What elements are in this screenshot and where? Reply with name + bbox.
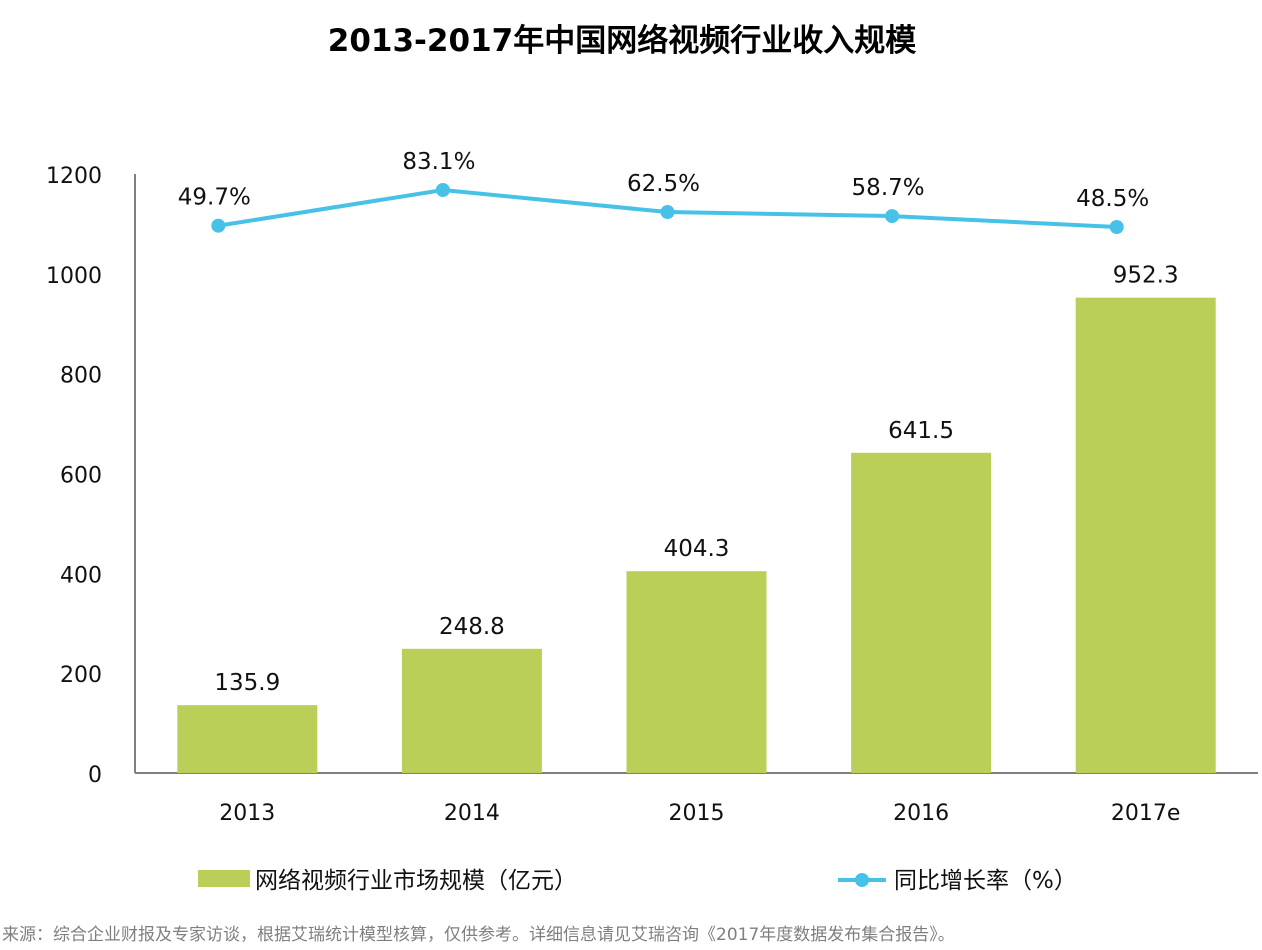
y-tick-label: 400 — [60, 563, 102, 588]
y-axis-ticks: 0 200 400 600 800 1000 1200 — [46, 164, 102, 788]
bar-data-label: 404.3 — [664, 536, 730, 562]
line-series: 49.7% 83.1% 62.5% 58.7% 48.5% — [178, 149, 1149, 234]
growth-point — [660, 205, 675, 220]
y-tick-label: 800 — [60, 364, 102, 389]
y-tick-label: 600 — [60, 464, 102, 489]
growth-data-label: 58.7% — [852, 175, 925, 201]
x-axis-ticks: 2013 2014 2015 2016 2017e — [219, 801, 1180, 826]
growth-point — [885, 209, 900, 224]
x-tick-label: 2017e — [1111, 801, 1181, 826]
growth-data-label: 83.1% — [402, 149, 475, 175]
bar — [1075, 297, 1216, 773]
growth-point — [1109, 220, 1124, 234]
bar-data-label: 135.9 — [214, 670, 280, 696]
y-tick-label: 0 — [88, 763, 102, 788]
legend-bar-label: 网络视频行业市场规模（亿元） — [255, 868, 577, 894]
legend-line-marker — [855, 873, 869, 887]
y-tick-label: 1000 — [46, 264, 102, 289]
bar-series — [177, 297, 1216, 773]
bar — [626, 571, 767, 773]
legend: 网络视频行业市场规模（亿元） 同比增长率（%） — [198, 868, 1077, 894]
chart-title: 2013-2017年中国网络视频行业收入规模 — [328, 23, 916, 59]
bar — [401, 648, 542, 773]
bar-data-label: 248.8 — [439, 614, 505, 640]
x-tick-label: 2014 — [444, 801, 500, 826]
legend-bar-swatch — [198, 870, 250, 887]
growth-data-label: 62.5% — [627, 171, 700, 197]
legend-line-label: 同比增长率（%） — [894, 868, 1077, 894]
bar-data-label: 952.3 — [1113, 263, 1179, 289]
x-tick-label: 2015 — [669, 801, 725, 826]
growth-data-label: 48.5% — [1076, 186, 1149, 212]
bar-data-label: 641.5 — [888, 418, 954, 444]
y-tick-label: 200 — [60, 663, 102, 688]
x-tick-label: 2013 — [219, 801, 275, 826]
bar — [851, 452, 992, 773]
bar-data-labels: 135.9 248.8 404.3 641.5 952.3 — [214, 263, 1178, 697]
bar — [177, 705, 318, 773]
source-note: 来源：综合企业财报及专家访谈，根据艾瑞统计模型核算，仅供参考。详细信息请见艾瑞咨… — [2, 925, 955, 945]
growth-data-label: 49.7% — [178, 185, 251, 211]
growth-point — [435, 183, 450, 197]
growth-point — [211, 218, 226, 233]
y-tick-label: 1200 — [46, 164, 102, 189]
x-tick-label: 2016 — [893, 801, 949, 826]
